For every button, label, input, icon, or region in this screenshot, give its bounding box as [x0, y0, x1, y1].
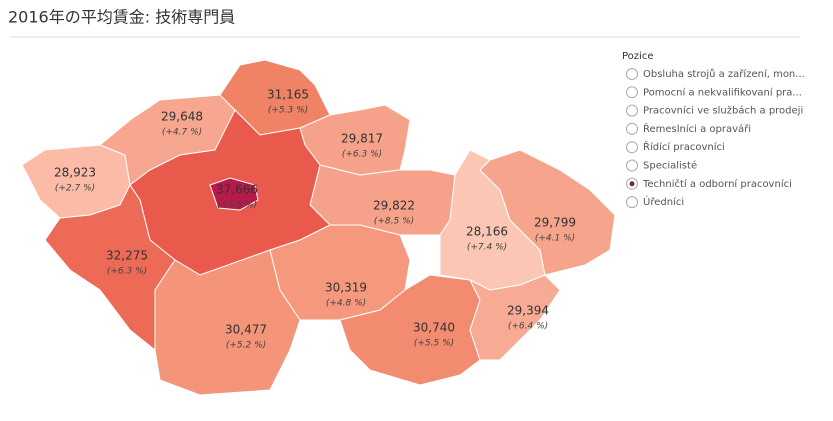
region-value: 28,923 [54, 166, 96, 180]
legend-option[interactable]: Řídící pracovníci [643, 140, 725, 153]
radio[interactable] [626, 196, 638, 209]
region-change: (+5.3 %) [268, 106, 308, 116]
region-value: 29,817 [341, 132, 383, 146]
legend-option[interactable]: Techničtí a odborní pracovníci [642, 178, 792, 190]
region-value: 31,165 [267, 88, 309, 102]
region[interactable] [154, 249, 301, 396]
region-change: (+5.2 %) [226, 341, 266, 351]
region-change: (+4.8 %) [326, 299, 366, 309]
radio[interactable] [626, 104, 638, 117]
radio-dot [629, 181, 635, 187]
region-change: (+5.5 %) [217, 201, 257, 211]
region-change: (+4.7 %) [162, 128, 202, 138]
region-change: (+6.4 %) [508, 322, 548, 332]
region-change: (+5.5 %) [414, 339, 454, 349]
region-value: 32,275 [106, 249, 148, 263]
legend-option[interactable]: Řemeslníci a opraváři [643, 122, 751, 135]
region-change: (+6.3 %) [342, 150, 382, 160]
region-value: 29,394 [507, 304, 549, 318]
radio[interactable] [626, 159, 638, 172]
region-value: 28,166 [466, 225, 508, 239]
legend: Pozice Obsluha strojů a zařízení, mon...… [622, 51, 805, 209]
radio[interactable] [626, 141, 638, 154]
legend-title: Pozice [622, 51, 653, 62]
region[interactable] [209, 177, 259, 211]
region-change: (+4.1 %) [535, 234, 575, 244]
region-value: 30,319 [325, 281, 367, 295]
legend-option[interactable]: Pracovníci ve službách a prodeji [643, 105, 803, 117]
map: 28,923 (+2.7 %) 29,648 (+4.7 %) 31,165 (+5.3 … [21, 59, 616, 396]
region-value: 37,666 [216, 183, 258, 197]
region-value: 30,740 [413, 321, 455, 335]
region-value: 30,477 [225, 323, 267, 337]
radio[interactable] [626, 122, 638, 135]
radio[interactable] [626, 68, 638, 80]
region[interactable] [468, 274, 561, 361]
title: 2016年の平均賃金: 技術専門員 [8, 8, 235, 27]
legend-option[interactable]: Pomocní a nekvalifikovaní pra... [643, 86, 802, 98]
region-value: 29,799 [534, 216, 576, 230]
region-change: (+7.4 %) [467, 243, 507, 253]
region-change: (+8.5 %) [374, 217, 414, 227]
region-change: (+6.3 %) [107, 267, 147, 277]
region-value: 29,648 [161, 110, 203, 124]
legend-option[interactable]: Specialisté [643, 160, 697, 172]
legend-option[interactable]: Úředníci [643, 195, 684, 208]
radio[interactable] [626, 86, 638, 99]
region[interactable] [479, 149, 616, 276]
region[interactable] [269, 224, 411, 321]
region-change: (+2.7 %) [55, 184, 95, 194]
legend-option[interactable]: Obsluha strojů a zařízení, mon... [643, 68, 805, 80]
region-value: 29,822 [373, 199, 415, 213]
